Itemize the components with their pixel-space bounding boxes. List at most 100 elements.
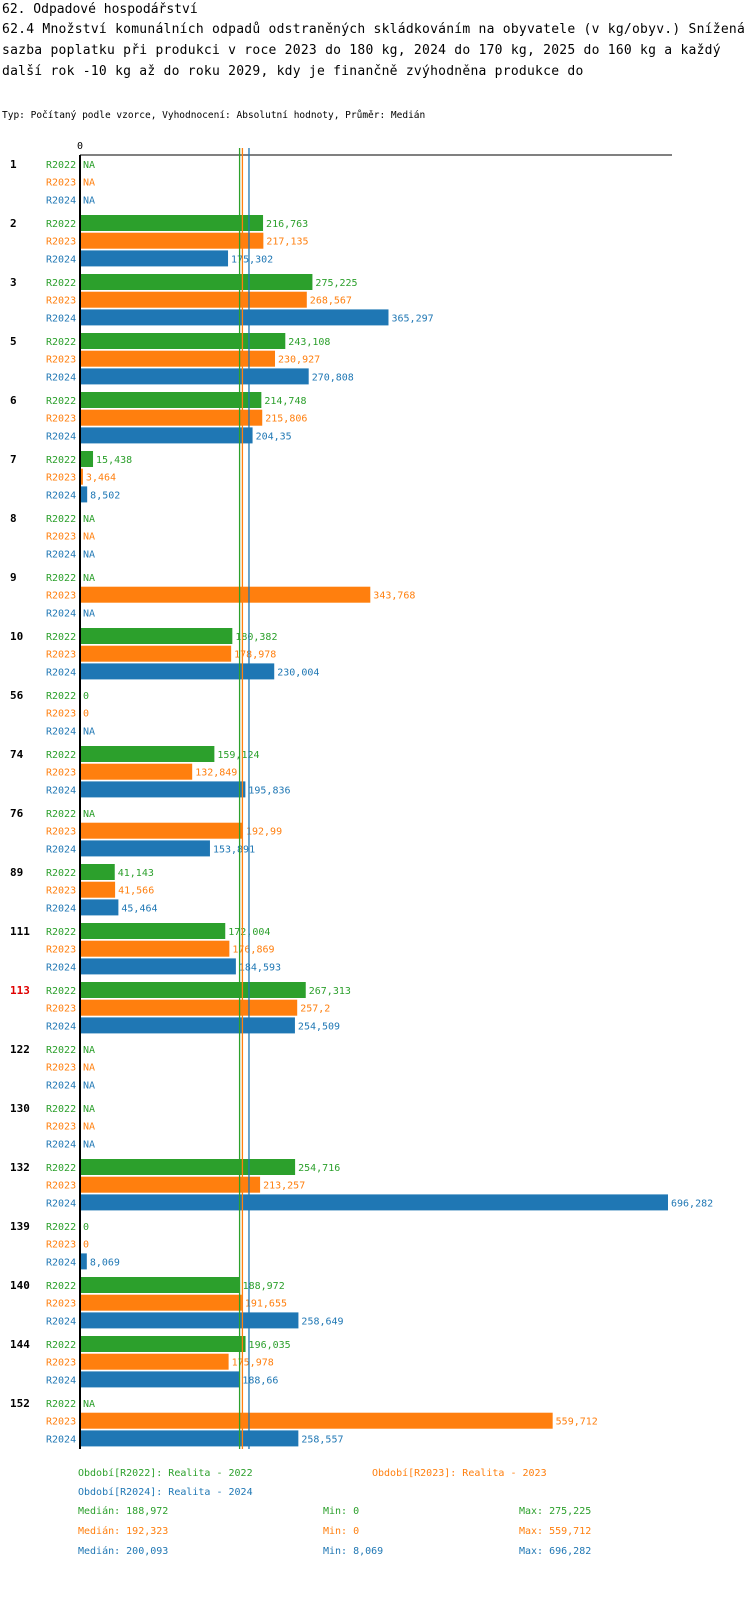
value-label-111-R2024: 184,593 [239,962,281,973]
axis-zero-label: 0 [77,141,83,152]
category-label-5: 5 [10,335,17,348]
stat-max-R2022: Max: 275,225 [519,1506,591,1517]
series-label-2-R2024: R2024 [46,254,76,265]
type-description: Typ: Počítaný podle vzorce, Vyhodnocení:… [2,110,426,121]
value-label-56-R2023: 0 [83,709,89,720]
series-label-140-R2023: R2023 [46,1299,76,1310]
value-label-3-R2023: 268,567 [310,296,352,307]
stat-min-R2022: Min: 0 [323,1506,359,1517]
series-label-2-R2022: R2022 [46,219,76,230]
category-label-152: 152 [10,1397,30,1410]
category-label-130: 130 [10,1102,30,1115]
value-label-152-R2024: 258,557 [301,1434,343,1445]
series-label-8-R2024: R2024 [46,549,76,560]
stat-median-R2022: Medián: 188,972 [78,1505,168,1517]
value-label-6-R2023: 215,806 [265,414,307,425]
bar-144-R2022 [80,1336,246,1352]
series-label-111-R2024: R2024 [46,962,76,973]
value-label-139-R2024: 8,069 [90,1257,120,1268]
stat-median-R2024: Medián: 200,093 [78,1545,168,1557]
value-label-7-R2022: 15,438 [96,455,132,466]
series-label-113-R2024: R2024 [46,1021,76,1032]
series-label-7-R2023: R2023 [46,473,76,484]
series-label-9-R2023: R2023 [46,591,76,602]
bar-10-R2023 [80,645,232,662]
value-label-89-R2022: 41,143 [118,868,154,879]
bar-5-R2024 [80,368,309,385]
value-label-7-R2024: 8,502 [90,490,120,501]
value-label-8-R2024: NA [83,549,95,560]
series-label-140-R2024: R2024 [46,1316,76,1327]
value-label-152-R2023: 559,712 [556,1417,598,1428]
value-label-56-R2024: NA [83,726,95,737]
bar-76-R2024 [80,840,210,857]
category-label-1: 1 [10,158,17,171]
series-label-6-R2024: R2024 [46,431,76,442]
bar-5-R2023 [80,350,276,367]
bar-7-R2024 [80,486,88,503]
bar-10-R2024 [80,663,275,680]
series-label-76-R2023: R2023 [46,827,76,838]
series-label-8-R2022: R2022 [46,514,76,525]
series-label-132-R2022: R2022 [46,1163,76,1174]
category-label-6: 6 [10,394,17,407]
value-label-139-R2022: 0 [83,1222,89,1233]
series-label-122-R2022: R2022 [46,1045,76,1056]
value-label-9-R2022: NA [83,573,95,584]
category-label-3: 3 [10,276,17,289]
series-label-3-R2022: R2022 [46,278,76,289]
series-label-130-R2022: R2022 [46,1104,76,1115]
series-label-9-R2022: R2022 [46,573,76,584]
value-label-89-R2024: 45,464 [121,903,157,914]
series-label-132-R2023: R2023 [46,1181,76,1192]
value-label-144-R2022: 196,035 [249,1340,291,1351]
bar-89-R2022 [80,864,115,880]
series-label-56-R2023: R2023 [46,709,76,720]
category-label-56: 56 [10,689,24,702]
value-label-7-R2023: 3,464 [86,473,116,484]
bar-140-R2024 [80,1312,299,1329]
value-label-132-R2024: 696,282 [671,1198,713,1209]
series-label-122-R2023: R2023 [46,1063,76,1074]
series-label-130-R2024: R2024 [46,1139,76,1150]
series-label-9-R2024: R2024 [46,608,76,619]
bar-140-R2022 [80,1277,240,1293]
value-label-130-R2023: NA [83,1122,95,1133]
value-label-9-R2024: NA [83,608,95,619]
value-label-132-R2022: 254,716 [298,1163,340,1174]
bar-132-R2023 [80,1176,261,1193]
bar-111-R2022 [80,923,226,939]
stat-max-R2023: Max: 559,712 [519,1526,591,1537]
value-label-111-R2023: 176,869 [232,945,274,956]
category-label-140: 140 [10,1279,30,1292]
value-label-89-R2023: 41,566 [118,886,154,897]
value-label-3-R2022: 275,225 [315,278,357,289]
bar-152-R2023 [80,1412,553,1429]
series-label-74-R2024: R2024 [46,785,76,796]
series-label-139-R2023: R2023 [46,1240,76,1251]
value-label-144-R2024: 188,66 [242,1375,278,1386]
category-label-7: 7 [10,453,17,466]
bar-5-R2022 [80,333,286,349]
category-label-10: 10 [10,630,23,643]
series-label-7-R2024: R2024 [46,490,76,501]
value-label-3-R2024: 365,297 [391,313,433,324]
series-label-89-R2022: R2022 [46,868,76,879]
bar-144-R2024 [80,1371,240,1388]
value-label-74-R2024: 195,836 [248,785,290,796]
value-label-56-R2022: 0 [83,691,89,702]
series-label-113-R2022: R2022 [46,986,76,997]
series-label-76-R2022: R2022 [46,809,76,820]
series-label-122-R2024: R2024 [46,1080,76,1091]
bar-3-R2023 [80,291,307,308]
indicator-title: 62.4 Množství komunálních odpadů odstran… [2,22,746,79]
category-label-113: 113 [10,984,30,997]
value-label-139-R2023: 0 [83,1240,89,1251]
series-label-132-R2024: R2024 [46,1198,76,1209]
series-label-111-R2022: R2022 [46,927,76,938]
series-label-152-R2022: R2022 [46,1399,76,1410]
bar-6-R2024 [80,427,253,444]
value-label-122-R2022: NA [83,1045,95,1056]
series-label-130-R2023: R2023 [46,1122,76,1133]
